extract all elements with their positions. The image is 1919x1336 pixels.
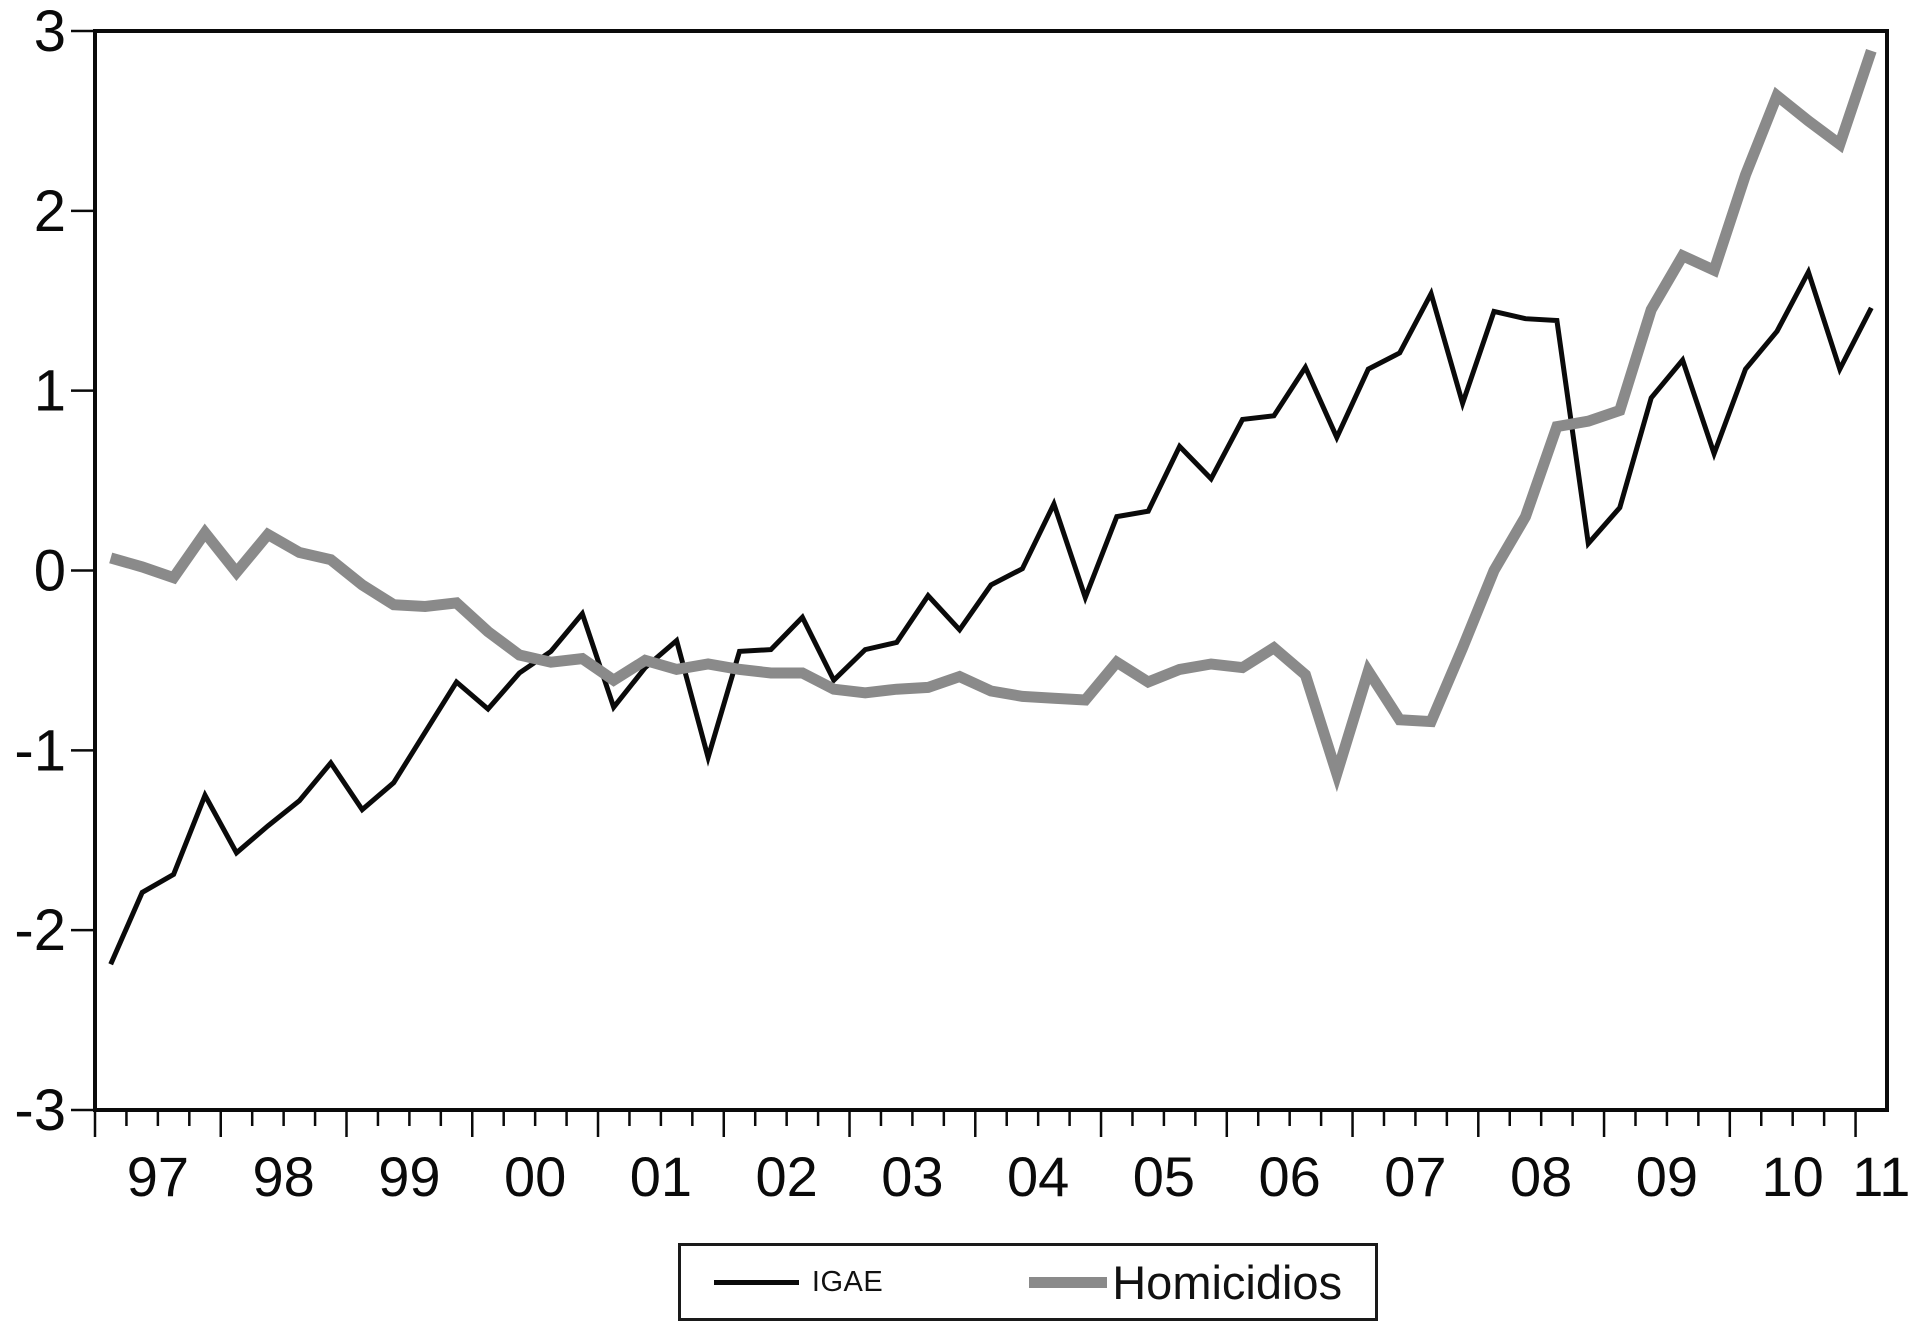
x-axis-tick-label: 06 (1259, 1145, 1321, 1208)
x-axis-tick-label: 98 (252, 1145, 314, 1208)
y-axis-tick-label: 1 (34, 359, 66, 424)
y-axis-tick-label: -1 (14, 718, 66, 783)
y-axis-tick-label: -3 (14, 1078, 66, 1143)
y-axis-tick-label: 3 (34, 0, 66, 64)
x-axis-tick-label: 03 (881, 1145, 943, 1208)
igae-line-sample-icon (713, 1279, 799, 1285)
x-axis-tick-label: 05 (1133, 1145, 1195, 1208)
legend-item-igae: IGAE (713, 1265, 884, 1299)
x-axis-tick-label: 09 (1636, 1145, 1698, 1208)
x-axis-tick-label: 08 (1510, 1145, 1572, 1208)
x-axis-tick-label: 11 (1852, 1145, 1910, 1208)
x-axis-tick-label: 07 (1384, 1145, 1446, 1208)
legend-label-igae: IGAE (811, 1265, 884, 1298)
y-axis-tick-label: 0 (34, 539, 66, 604)
x-axis-tick-label: 04 (1007, 1145, 1069, 1208)
x-axis-tick-label: 99 (378, 1145, 440, 1208)
x-axis-tick-label: 02 (756, 1145, 818, 1208)
x-axis-tick-label: 97 (127, 1145, 189, 1208)
legend-item-homicidios: Homicidios (1029, 1255, 1342, 1310)
homicidios-line-sample-icon (1029, 1276, 1108, 1288)
series-line-igae (108, 265, 1874, 966)
x-axis-tick-label: 00 (504, 1145, 566, 1208)
plot-border (93, 29, 1889, 1112)
legend: IGAE Homicidios (678, 1243, 1378, 1321)
series-line-homicidios (109, 49, 1877, 793)
legend-label-homicidios: Homicidios (1112, 1255, 1343, 1309)
x-axis-tick-label: 01 (630, 1145, 692, 1208)
x-axis-tick-label: 10 (1762, 1145, 1824, 1208)
y-axis-tick-label: 2 (34, 179, 66, 244)
y-axis-tick-label: -2 (14, 898, 66, 963)
